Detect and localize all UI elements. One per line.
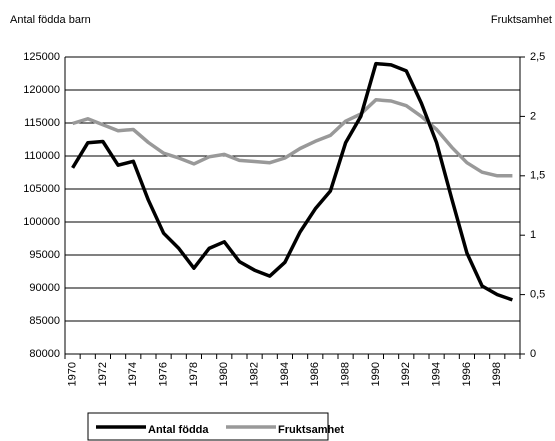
x-tick-label: 1986	[309, 362, 321, 386]
y-tick-label: 85000	[29, 315, 60, 327]
x-tick-label: 1978	[188, 362, 200, 386]
series-line	[71, 61, 513, 302]
x-tick-label: 1980	[218, 362, 230, 386]
x-tick-label: 1974	[127, 362, 139, 386]
y-tick-label: 100000	[23, 216, 60, 228]
y2-tick-label: 1	[530, 229, 536, 241]
x-tick-label: 1984	[279, 362, 291, 386]
y-tick-label: 105000	[23, 183, 60, 195]
x-tick-label: 1970	[66, 362, 78, 386]
x-tick-label: 1982	[248, 362, 260, 386]
y-axis-title: Antal födda barn	[10, 14, 91, 26]
x-tick-label: 1994	[430, 362, 442, 386]
y-tick-label: 95000	[29, 249, 60, 261]
x-tick-label: 1976	[157, 362, 169, 386]
y-tick-label: 110000	[24, 150, 60, 162]
x-tick-label: 1996	[461, 362, 473, 386]
y-tick-label: 115000	[24, 117, 60, 129]
legend-label: Fruktsamhet	[278, 424, 344, 436]
x-tick-label: 1992	[400, 362, 412, 386]
x-tick-label: 1988	[339, 362, 351, 386]
x-tick-label: 1990	[370, 362, 382, 386]
x-tick-label: 1972	[97, 362, 109, 386]
y2-axis-title: Fruktsamhet	[491, 14, 552, 26]
y2-tick-label: 0	[530, 348, 536, 360]
x-tick-label: 1998	[491, 362, 503, 386]
legend-label: Antal födda	[148, 424, 209, 436]
y2-tick-label: 0,5	[530, 289, 545, 301]
y2-tick-label: 2,5	[530, 51, 545, 63]
y2-tick-label: 2	[530, 110, 536, 122]
y-tick-label: 120000	[23, 84, 60, 96]
y-tick-label: 125000	[23, 51, 60, 63]
y-tick-label: 80000	[29, 348, 60, 360]
series-line	[72, 98, 513, 178]
y2-tick-label: 1,5	[530, 170, 545, 182]
y-tick-label: 90000	[29, 282, 60, 294]
